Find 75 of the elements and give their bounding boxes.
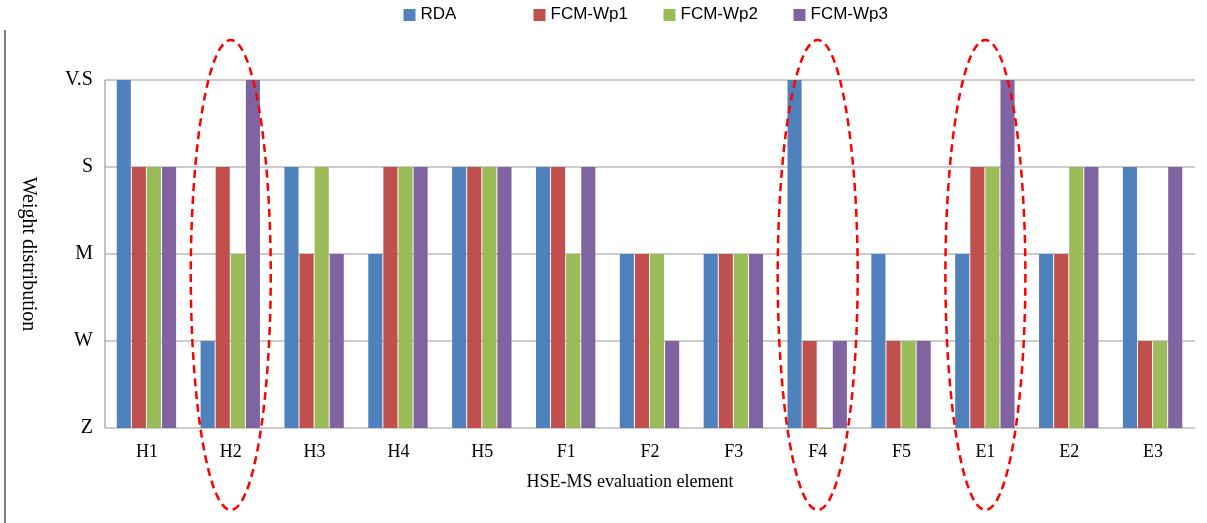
- bar: [368, 254, 383, 428]
- bar: [748, 254, 764, 428]
- x-axis-title: HSE-MS evaluation element: [526, 471, 734, 492]
- bar: [162, 167, 177, 428]
- bar: [634, 254, 649, 428]
- legend-label: RDA: [420, 4, 458, 24]
- bar: [970, 167, 985, 428]
- legend-label: FCM-Wp2: [680, 4, 758, 24]
- x-tick-label: F2: [640, 441, 660, 462]
- bar: [329, 254, 344, 428]
- bar: [383, 167, 398, 428]
- x-tick-label: F5: [892, 441, 912, 462]
- x-tick-label: H4: [387, 441, 410, 462]
- x-tick-label: H3: [303, 441, 326, 462]
- bar: [787, 80, 802, 428]
- bar: [535, 167, 551, 428]
- bar: [916, 341, 931, 428]
- x-tick-label: E3: [1143, 441, 1164, 462]
- bar: [703, 254, 718, 428]
- bar: [299, 254, 314, 428]
- bar: [1039, 254, 1054, 428]
- bar: [650, 254, 665, 428]
- x-tick-label: H2: [219, 441, 242, 462]
- legend-label: FCM-Wp1: [550, 4, 628, 24]
- bar: [886, 341, 901, 428]
- text: W: [74, 327, 94, 350]
- bar: [1069, 167, 1084, 428]
- bar: [581, 167, 596, 428]
- bar: [245, 80, 260, 428]
- bar: [871, 254, 886, 428]
- y-axis-title: Weight distribution: [18, 176, 42, 332]
- x-tick-label: F1: [556, 441, 576, 462]
- bar: [398, 167, 413, 428]
- x-tick-label: H5: [471, 441, 494, 462]
- bar: [1137, 341, 1153, 428]
- bar: [1122, 167, 1137, 428]
- bar: [566, 254, 581, 428]
- bar: [1000, 80, 1015, 428]
- bar: [146, 167, 162, 428]
- bar: [215, 167, 230, 428]
- text: S: [81, 153, 93, 176]
- x-tick-label: F3: [724, 441, 744, 462]
- bar: [230, 254, 245, 428]
- bar: [733, 254, 748, 428]
- text: V.S: [65, 66, 93, 89]
- bar: [1153, 341, 1168, 428]
- bar: [452, 167, 467, 428]
- bar: [314, 167, 329, 428]
- x-tick-label: H1: [135, 441, 158, 462]
- bar: [955, 254, 970, 428]
- bar: [1054, 254, 1069, 428]
- bar: [665, 341, 680, 428]
- bar: [551, 167, 566, 428]
- bar: [116, 80, 131, 428]
- text: Z: [80, 414, 93, 437]
- bar: [497, 167, 512, 428]
- bar: [413, 167, 428, 428]
- x-tick-label: E1: [975, 441, 996, 462]
- x-tick-label: E2: [1059, 441, 1080, 462]
- text: M: [75, 240, 94, 263]
- bar: [832, 341, 847, 428]
- bar: [200, 341, 215, 428]
- bar: [467, 167, 482, 428]
- bar: [985, 167, 1000, 428]
- bar: [619, 254, 634, 428]
- bar: [718, 254, 733, 428]
- legend-label: FCM-Wp3: [810, 4, 888, 24]
- bar: [802, 341, 817, 428]
- bar: [482, 167, 497, 428]
- bar: [901, 341, 916, 428]
- bar: [284, 167, 299, 428]
- bar: [1168, 167, 1183, 428]
- x-tick-label: F4: [808, 441, 828, 462]
- bar: [131, 167, 146, 428]
- bar: [1084, 167, 1099, 428]
